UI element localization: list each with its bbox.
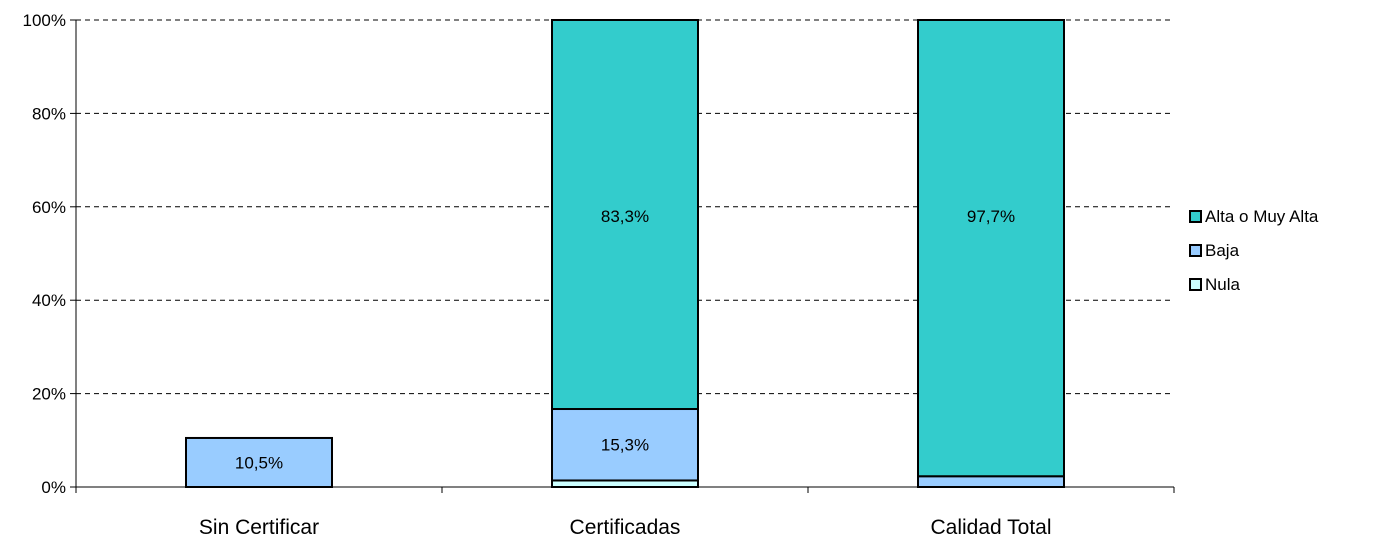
y-tick-label: 80%: [32, 104, 66, 123]
y-tick-label: 0%: [41, 478, 66, 497]
bar-segment: [917, 475, 1065, 489]
x-category-label: Calidad Total: [930, 516, 1051, 537]
bar-segment: [917, 19, 1065, 478]
legend-label: Nula: [1205, 275, 1241, 294]
bar-segment: [551, 408, 699, 482]
data-labels: 10,5% 15,3% 83,3% 97,7%: [235, 207, 1015, 472]
data-label: 83,3%: [601, 207, 649, 226]
legend-label: Baja: [1205, 241, 1240, 260]
y-tick-label: 40%: [32, 291, 66, 310]
data-label: 10,5%: [235, 453, 283, 472]
bar-segment: [551, 19, 699, 411]
legend-swatch: [1189, 210, 1202, 223]
y-tick-label: 20%: [32, 385, 66, 404]
legend-label: Alta o Muy Alta: [1205, 207, 1319, 226]
legend-swatch: [1189, 278, 1202, 291]
axes: 0% 20% 40% 60% 80% 100% Sin Certificar Certific…: [23, 11, 1175, 537]
y-tick-label: 60%: [32, 198, 66, 217]
legend: Alta o Muy Alta Baja Nula: [1189, 207, 1319, 294]
legend-swatch: [1189, 244, 1202, 257]
x-category-label: Certificadas: [570, 516, 681, 537]
data-label: 97,7%: [967, 207, 1015, 226]
data-label: 15,3%: [601, 436, 649, 455]
bars: [185, 19, 1065, 489]
y-tick-label: 100%: [23, 11, 66, 30]
bar-segment: [185, 436, 333, 488]
x-category-label: Sin Certificar: [199, 516, 319, 537]
